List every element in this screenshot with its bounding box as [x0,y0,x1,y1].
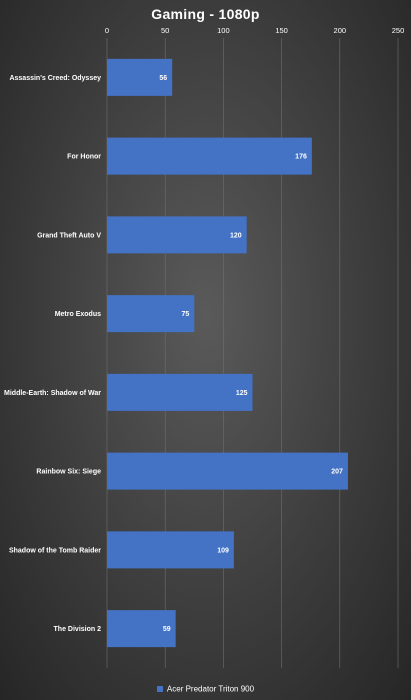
legend-swatch [156,685,163,692]
x-tick-label: 100 [217,26,230,35]
legend: Acer Predator Triton 900 [0,684,411,693]
category-label: Shadow of the Tomb Raider [9,547,101,554]
data-label: 125 [236,390,248,397]
x-tick-label: 200 [334,26,347,35]
bar [107,452,348,490]
data-label: 120 [230,232,242,239]
category-label: Rainbow Six: Siege [36,469,101,476]
bar [107,216,247,254]
category-label: The Division 2 [54,626,102,633]
data-label: 176 [295,154,307,161]
x-tick-label: 250 [392,26,405,35]
category-label: For Honor [67,154,101,161]
bar [107,531,234,569]
category-label: Metro Exodus [55,311,101,318]
x-tick-label: 150 [275,26,288,35]
category-label: Assassin's Creed: Odyssey [9,75,101,82]
bar [107,610,176,648]
data-label: 207 [331,469,343,476]
data-label: 109 [217,547,229,554]
category-label: Grand Theft Auto V [37,232,101,239]
chart-title: Gaming - 1080p [151,6,260,22]
bar [107,295,195,333]
x-tick-label: 50 [161,26,169,35]
bar [107,137,312,175]
legend-label: Acer Predator Triton 900 [166,684,255,694]
x-tick-label: 0 [105,26,109,35]
data-label: 75 [182,311,190,318]
bar [107,58,173,96]
bar [107,373,253,411]
data-label: 59 [163,626,171,633]
data-label: 56 [159,75,167,82]
category-label: Middle-Earth: Shadow of War [4,390,101,397]
